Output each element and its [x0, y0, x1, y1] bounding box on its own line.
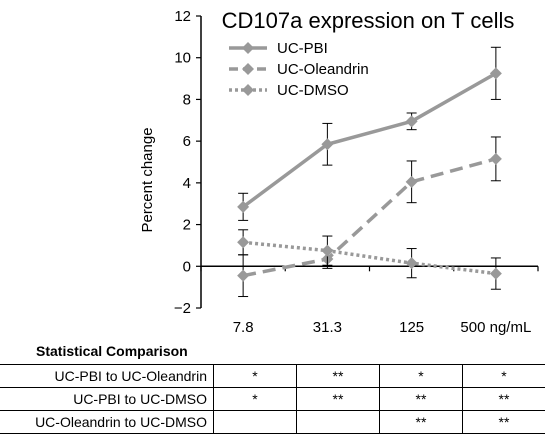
axes: [200, 16, 538, 308]
x-tick-label: 7.8: [233, 319, 254, 336]
legend-label: UC-Oleandrin: [277, 61, 369, 78]
legend-label: UC-PBI: [277, 40, 328, 57]
series-line: [242, 71, 497, 209]
legend-item: UC-DMSO: [229, 82, 349, 99]
data-point: [321, 244, 334, 257]
series-line: [242, 240, 497, 276]
stats-cell: *: [462, 364, 545, 388]
series-uc-oleandrin: [237, 136, 502, 298]
data-point: [489, 152, 502, 165]
data-point: [489, 67, 502, 80]
y-tick-label: 2: [183, 217, 191, 234]
legend-item: UC-Oleandrin: [229, 61, 369, 78]
stats-cell: *: [213, 387, 297, 411]
legend-item: UC-PBI: [229, 40, 328, 57]
stats-cell: **: [296, 387, 380, 411]
data-point: [237, 200, 250, 213]
stats-row: UC-Oleandrin to UC-DMSO ** **: [0, 410, 545, 434]
x-tick-label: 31.3: [313, 319, 342, 336]
stats-cell: **: [462, 410, 545, 434]
stats-cell: **: [379, 410, 463, 434]
y-axis-label: Percent change: [139, 127, 156, 232]
series-uc-pbi: [237, 46, 502, 221]
data-point: [489, 267, 502, 280]
data-point: [405, 257, 418, 270]
series-uc-dmso: [237, 229, 502, 290]
stats-cell: [296, 410, 380, 434]
chart-title: CD107a expression on T cells: [222, 8, 515, 33]
series-layer: [237, 46, 502, 298]
stats-row-label: UC-PBI to UC-DMSO: [0, 387, 214, 411]
x-ticks: 7.8 31.3 125 500 ng/mL: [200, 266, 539, 336]
stats-row-label: UC-PBI to UC-Oleandrin: [0, 364, 214, 388]
stats-table: UC-PBI to UC-Oleandrin * ** * * UC-PBI t…: [0, 364, 545, 434]
line-chart: CD107a expression on T cells Percent cha…: [139, 8, 539, 336]
data-point: [405, 115, 418, 128]
series-line: [242, 157, 497, 278]
data-point: [237, 236, 250, 249]
stats-row-label: UC-Oleandrin to UC-DMSO: [0, 410, 214, 434]
y-tick-label: 4: [183, 175, 191, 192]
y-tick-label: −2: [174, 300, 191, 317]
y-ticks: −2 0 2 4 6 8 10 12: [174, 8, 201, 317]
y-tick-label: 0: [183, 258, 191, 275]
legend-marker: [242, 84, 254, 96]
stats-cell: **: [296, 364, 380, 388]
stats-cell: **: [379, 387, 463, 411]
stats-cell: *: [213, 364, 297, 388]
legend-marker: [242, 63, 254, 75]
stats-title: Statistical Comparison: [36, 343, 188, 359]
legend-label: UC-DMSO: [277, 82, 349, 99]
data-point: [237, 269, 250, 282]
x-tick-label: 125: [399, 319, 424, 336]
stats-row: UC-PBI to UC-DMSO * ** ** **: [0, 387, 545, 411]
legend: UC-PBI UC-Oleandrin UC-DMSO: [229, 40, 369, 99]
legend-marker: [242, 42, 254, 54]
data-point: [321, 138, 334, 151]
stats-row: UC-PBI to UC-Oleandrin * ** * *: [0, 364, 545, 388]
stats-cell: **: [462, 387, 545, 411]
y-tick-label: 6: [183, 133, 191, 150]
data-point: [405, 175, 418, 188]
stats-cell: [213, 410, 297, 434]
x-tick-label: 500 ng/mL: [460, 319, 531, 336]
y-tick-label: 12: [174, 8, 191, 25]
stats-cell: *: [379, 364, 463, 388]
y-tick-label: 10: [174, 50, 191, 67]
y-tick-label: 8: [183, 91, 191, 108]
